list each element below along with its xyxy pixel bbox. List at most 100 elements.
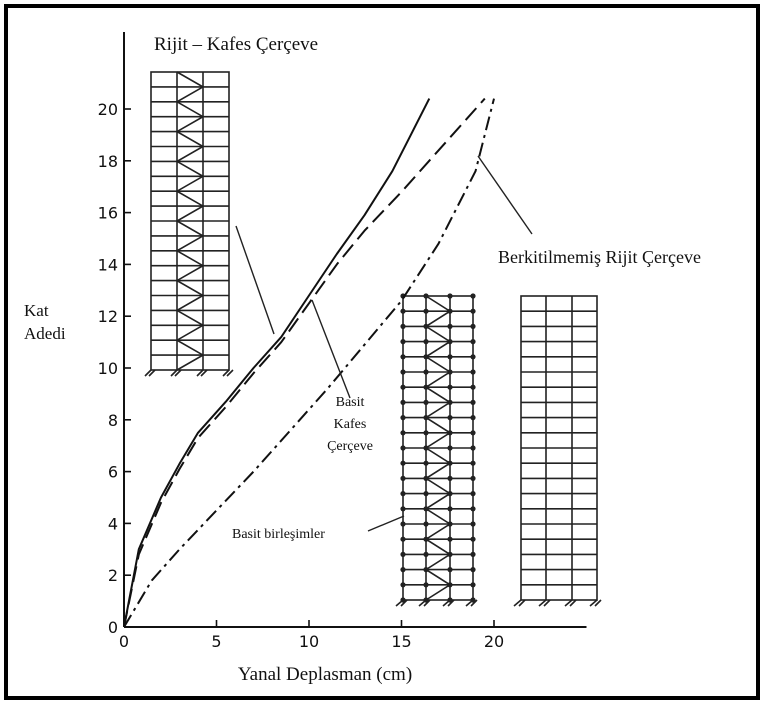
pin-joint [400,384,406,390]
pin-joint [447,399,453,405]
pin-joint [470,384,476,390]
y-tick-label: 2 [108,566,118,585]
axes [123,32,587,628]
pin-joint [447,445,453,451]
pin-joint [400,445,406,451]
pin-joint [423,475,429,481]
pin-joint [470,354,476,360]
figure-frame [4,4,760,700]
y-tick-label: 12 [98,307,118,326]
pin-joint [400,354,406,360]
annotation-simple-joints: Basit birleşimler [232,527,325,542]
x-axis-label: Yanal Deplasman (cm) [238,664,412,685]
pin-joint [470,308,476,314]
y-tick-label: 18 [98,152,118,171]
pin-joint [470,536,476,542]
frame-illustrations [144,71,602,607]
pin-joint [447,354,453,360]
pin-joint [423,567,429,573]
x-tick-label: 5 [211,632,221,651]
y-tick-label: 6 [108,463,118,482]
pin-joint [447,567,453,573]
pin-joint [400,551,406,558]
pin-joint [470,415,476,421]
pin-joint [470,445,476,451]
pin-joint [470,430,476,436]
pin-joint [423,369,429,375]
leader-lines [235,155,533,532]
y-tick-label: 0 [108,618,118,637]
pin-joint [470,399,476,405]
y-tick-label: 14 [98,255,118,274]
pin-joint [447,536,453,542]
pin-joint [447,475,453,481]
pin-joint [447,430,453,436]
series-group [123,97,495,628]
simple-truss-frame-icon [395,293,478,607]
pin-joint [400,308,406,314]
pin-joint [423,384,429,390]
pin-joint [470,567,476,573]
pin-joint [470,293,476,299]
pin-joint [400,491,406,497]
pin-joint [423,323,429,329]
pin-joint [423,430,429,436]
pin-joint [400,521,406,527]
series-simple-truss-line [123,97,486,628]
pin-joint [470,521,476,527]
annotation-simple-truss-3: Çerçeve [327,439,373,454]
pin-joint [423,399,429,405]
pin-joint [470,506,476,512]
pin-joint [423,551,429,558]
pin-joint [470,369,476,375]
pin-joint [400,399,406,405]
annotation-unbraced: Berkitilmemiş Rijit Çerçeve [498,247,701,267]
pin-joint [447,308,453,314]
pin-joint [400,430,406,436]
pin-joint [447,293,453,299]
pin-joint [423,339,429,345]
pin-joint [470,460,476,466]
pin-joint [470,551,476,558]
pin-joint [447,460,453,466]
annotation-rigid-truss: Rijit – Kafes Çerçeve [154,34,318,55]
pin-joint [447,369,453,375]
pin-joint [470,582,476,588]
pin-joint [447,582,453,588]
pin-joint [447,491,453,497]
pin-joint [447,521,453,527]
pin-joint [423,415,429,421]
x-tick-label: 15 [391,632,411,651]
pin-joint [400,323,406,329]
pin-joint [423,521,429,527]
pin-joint [400,475,406,481]
pin-joint [423,506,429,512]
y-tick-label: 8 [108,411,118,430]
pin-joint [400,582,406,588]
pin-joint [423,445,429,451]
pin-joint [423,460,429,466]
leader-rigid-truss [235,225,275,335]
pin-joint [447,506,453,512]
pin-joint [447,384,453,390]
pin-joint [423,354,429,360]
pin-joint [447,339,453,345]
annotation-simple-truss-2: Kafes [334,417,367,432]
x-tick-label: 0 [119,632,129,651]
y-axis-label-line2: Adedi [24,324,66,343]
leader-unbraced [477,155,533,235]
pin-joint [423,582,429,588]
leader-simple-joints [367,515,405,532]
x-tick-label: 10 [299,632,319,651]
pin-joint [470,475,476,481]
pin-joint [400,339,406,345]
pin-joint [400,536,406,542]
pin-joint [423,491,429,497]
x-tick-label: 20 [484,632,504,651]
pin-joint [400,567,406,573]
pin-joint [423,308,429,314]
unbraced-rigid-frame-icon [513,295,602,607]
pin-joint [423,536,429,542]
pin-joint [400,460,406,466]
